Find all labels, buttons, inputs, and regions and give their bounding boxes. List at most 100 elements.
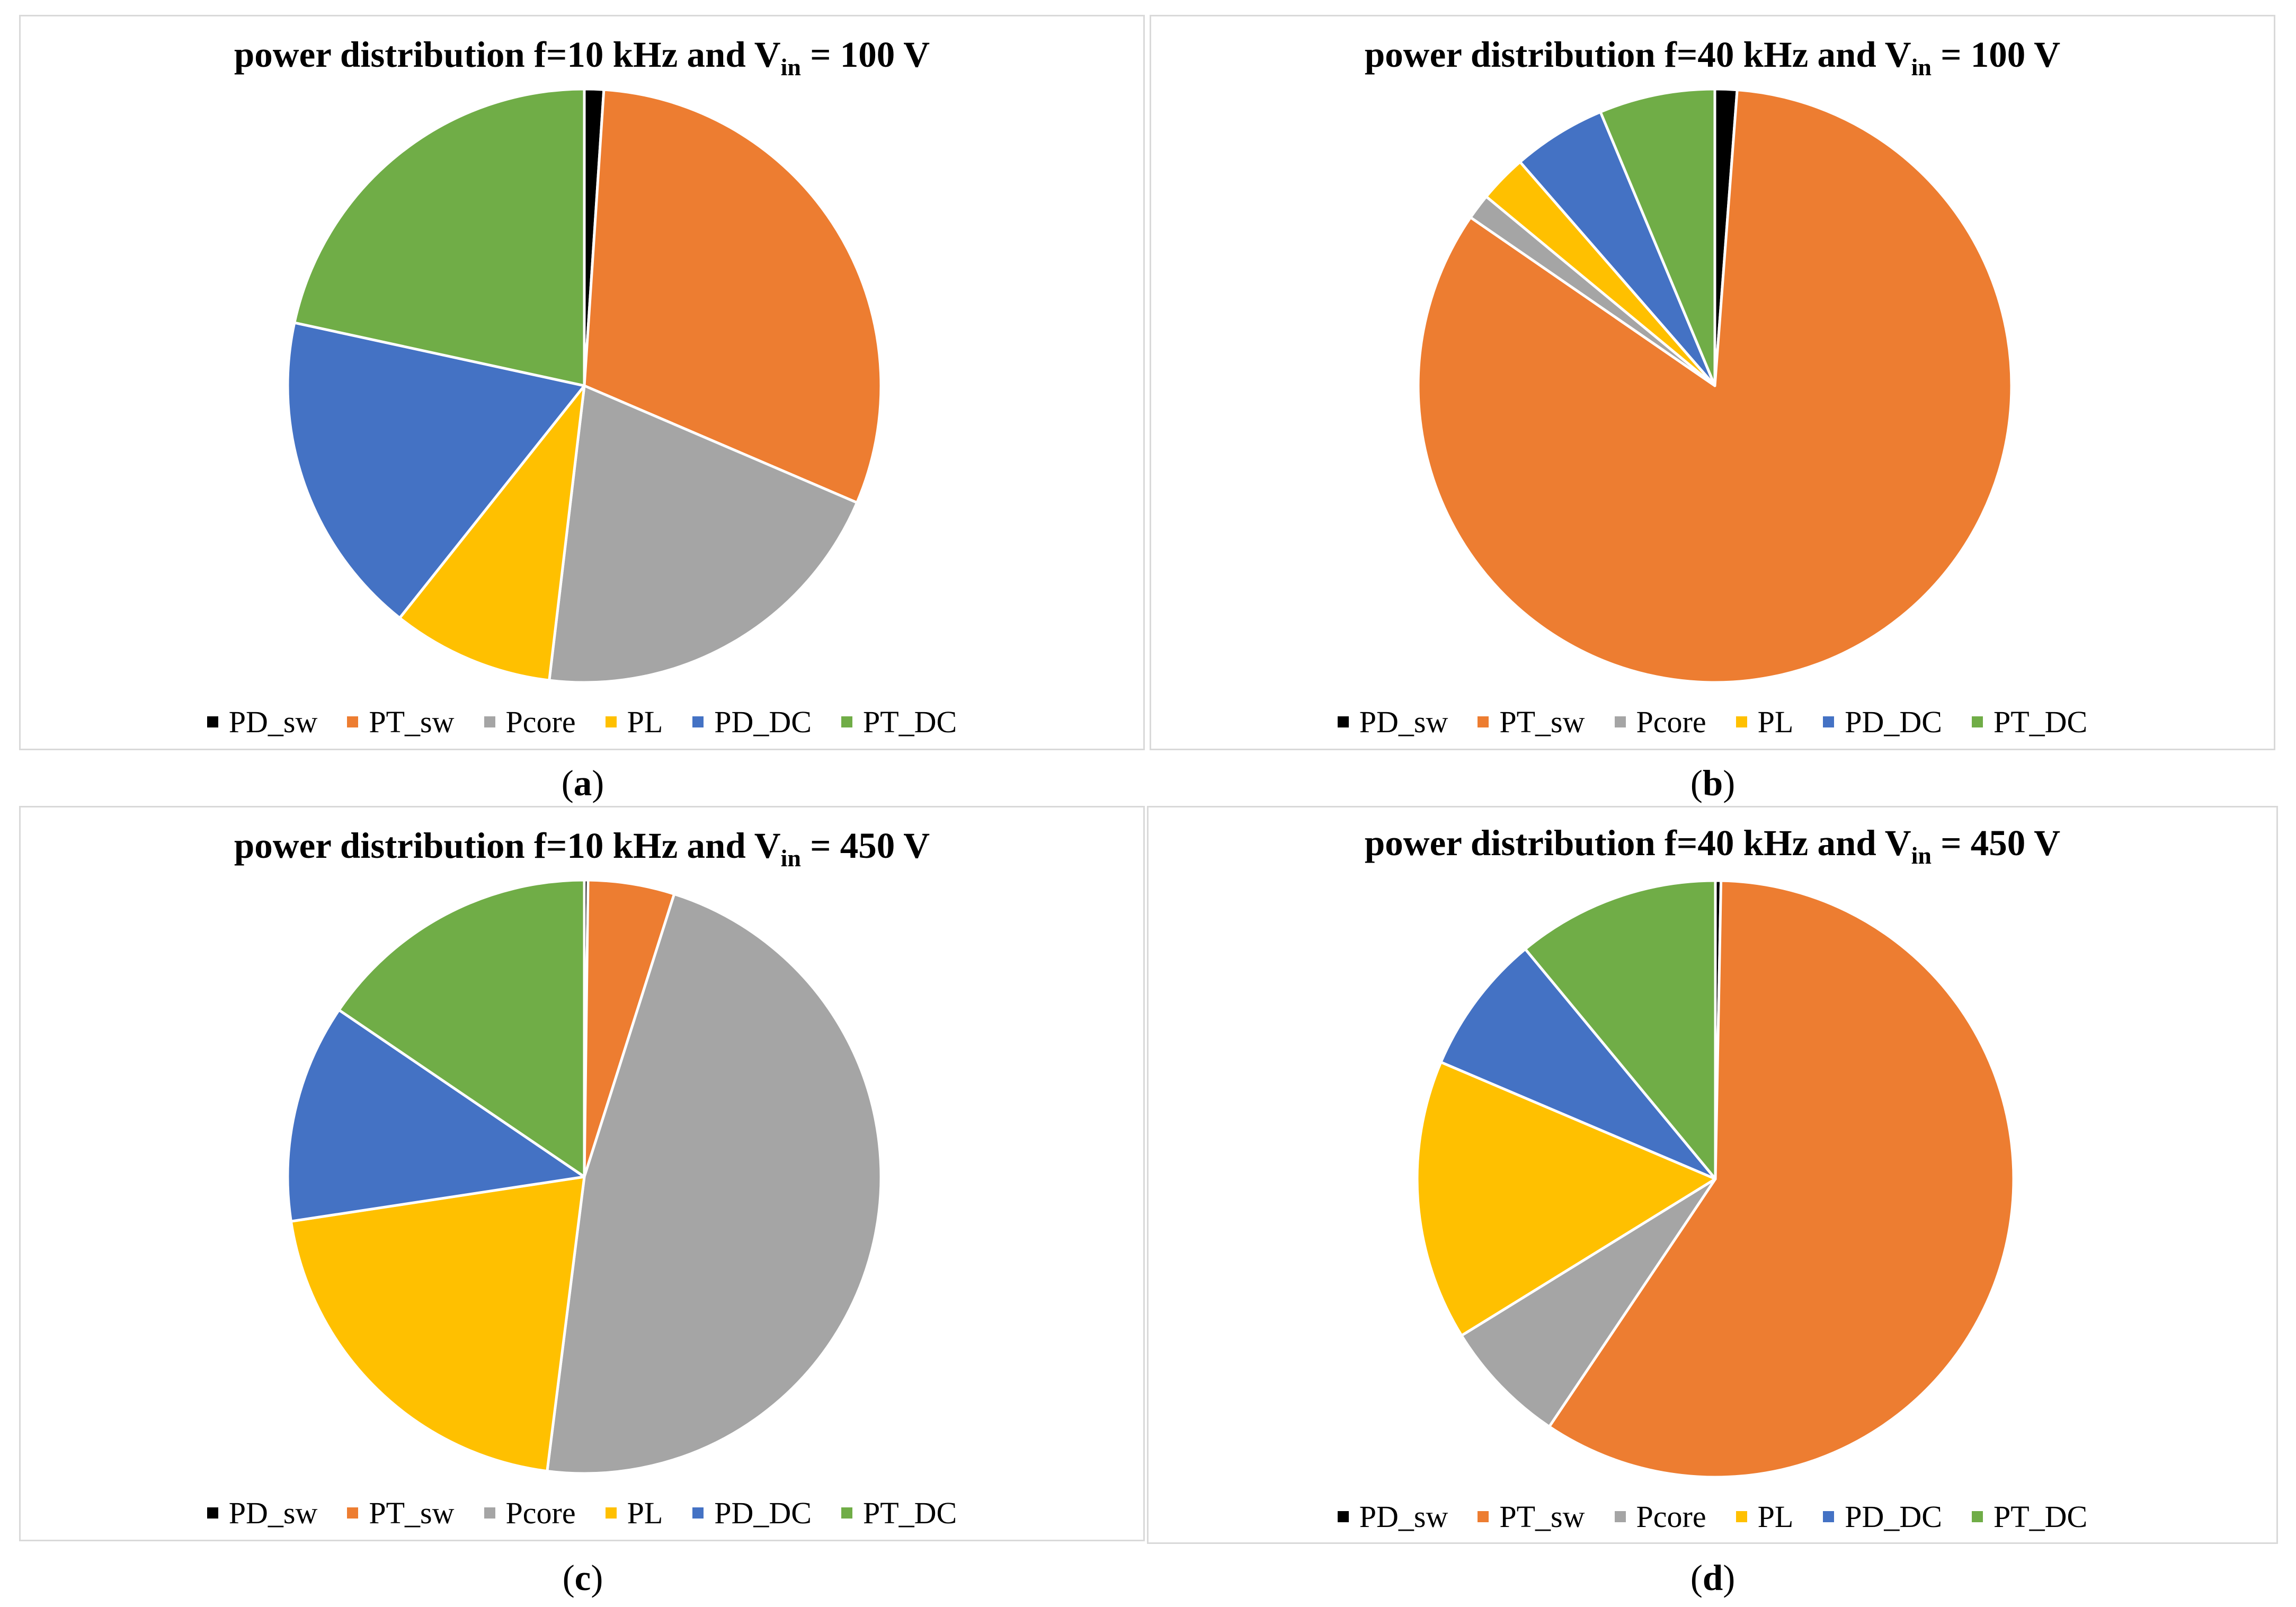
caption-d: (d) <box>1690 1558 1736 1598</box>
chart-title: power distribution f=40 kHz and Vin = 10… <box>1151 34 2274 79</box>
legend-item-pd-sw: PD_sw <box>207 704 318 740</box>
legend-item-pcore: Pcore <box>1614 1499 1706 1534</box>
legend-swatch <box>1614 716 1626 727</box>
legend-swatch <box>1823 1511 1835 1522</box>
chart-panel-d: power distribution f=40 kHz and Vin = 45… <box>1147 806 2278 1544</box>
legend-item-pl: PL <box>605 704 663 740</box>
legend-label: Pcore <box>1636 1499 1706 1534</box>
legend-label: PL <box>1757 705 1794 739</box>
legend-label: PD_sw <box>1359 705 1448 739</box>
legend-swatch <box>1337 716 1349 727</box>
title-text: power distribution f=40 kHz and V <box>1364 823 1911 863</box>
legend-item-pd-dc: PD_DC <box>692 704 812 740</box>
legend-item-pt-dc: PT_DC <box>1971 1499 2088 1534</box>
title-text: power distribution f=10 kHz and V <box>234 825 781 866</box>
legend-swatch <box>1971 716 1983 727</box>
legend: PD_sw PT_sw Pcore PL PD_DC PT_DC <box>21 1495 1143 1531</box>
legend: PD_sw PT_sw Pcore PL PD_DC PT_DC <box>21 704 1143 740</box>
pie-slice-pl <box>1416 1061 1717 1337</box>
legend-swatch <box>484 716 495 727</box>
legend-swatch <box>347 1507 359 1519</box>
legend-label: PD_sw <box>228 705 318 739</box>
legend-label: PD_DC <box>1845 705 1942 739</box>
legend-item-pt-dc: PT_DC <box>841 704 957 740</box>
legend-label: PD_DC <box>714 1496 812 1530</box>
legend-item-pl: PL <box>1736 704 1794 740</box>
pie-slice-pd-dc <box>1518 110 1716 387</box>
title-tail: = 100 V <box>1931 34 2061 75</box>
pie-slice-pcore <box>546 892 883 1475</box>
pie-slice-pcore <box>548 384 859 684</box>
pie-chart <box>286 878 883 1475</box>
pie-slice-pt-dc <box>1524 879 1717 1180</box>
legend-item-pd-dc: PD_DC <box>692 1495 812 1531</box>
legend-label: PT_sw <box>369 1496 455 1530</box>
chart-panel-c: power distribution f=10 kHz and Vin = 45… <box>19 806 1145 1541</box>
legend-swatch <box>1337 1511 1349 1522</box>
legend-swatch <box>605 716 617 727</box>
pie-slice-pl <box>289 1175 586 1473</box>
caption-b: (b) <box>1690 763 1736 803</box>
pie-slice-pt-sw <box>583 88 883 504</box>
legend-item-pt-sw: PT_sw <box>347 1495 455 1531</box>
legend-item-pt-dc: PT_DC <box>841 1495 957 1531</box>
legend-swatch <box>1478 716 1489 727</box>
legend-swatch <box>347 716 359 727</box>
legend-item-pt-sw: PT_sw <box>1478 704 1585 740</box>
legend-swatch <box>605 1507 617 1519</box>
chart-title: power distribution f=10 kHz and Vin = 45… <box>21 825 1143 871</box>
legend-label: PT_DC <box>1993 705 2088 739</box>
legend-item-pd-sw: PD_sw <box>1337 1499 1448 1534</box>
legend-item-pt-sw: PT_sw <box>347 704 455 740</box>
legend-item-pt-dc: PT_DC <box>1971 704 2088 740</box>
title-tail: = 450 V <box>800 825 930 866</box>
legend-swatch <box>484 1507 495 1519</box>
legend-item-pd-dc: PD_DC <box>1823 1499 1942 1534</box>
pie-slice-pl <box>398 384 586 682</box>
pie-slice-pcore <box>1460 1177 1717 1428</box>
pie-slice-pd-dc <box>286 321 586 619</box>
pie-slice-pt-sw <box>1547 879 2015 1479</box>
legend-item-pl: PL <box>605 1495 663 1531</box>
legend-item-pl: PL <box>1736 1499 1793 1534</box>
title-text: power distribution f=10 kHz and V <box>234 34 781 75</box>
title-subscript: in <box>780 54 801 81</box>
legend-label: PD_sw <box>1359 1499 1448 1534</box>
legend-item-pd-dc: PD_DC <box>1823 704 1942 740</box>
legend-swatch <box>841 716 852 727</box>
legend-swatch <box>1823 716 1835 727</box>
legend-swatch <box>207 1507 218 1519</box>
chart-panel-a: power distribution f=10 kHz and Vin = 10… <box>19 15 1145 750</box>
title-tail: = 450 V <box>1931 823 2061 863</box>
pie-slice-pd-dc <box>1439 947 1717 1180</box>
legend-label: PT_DC <box>1993 1499 2088 1534</box>
legend-item-pcore: Pcore <box>1614 704 1706 740</box>
legend-label: PT_sw <box>369 705 455 739</box>
legend-label: PT_sw <box>1499 1499 1585 1534</box>
legend-swatch <box>692 716 704 727</box>
pie-slice-pt-dc <box>337 878 586 1178</box>
legend-label: Pcore <box>505 1496 576 1530</box>
legend-item-pcore: Pcore <box>484 1495 576 1531</box>
pie-slice-pt-dc <box>1599 87 1716 387</box>
chart-panel-b: power distribution f=40 kHz and Vin = 10… <box>1150 15 2275 750</box>
title-subscript: in <box>780 845 801 872</box>
title-subscript: in <box>1911 842 1932 869</box>
legend-label: Pcore <box>505 705 576 739</box>
legend-swatch <box>1736 1511 1747 1522</box>
title-text: power distribution f=40 kHz and V <box>1364 34 1911 75</box>
legend-label: PL <box>627 705 663 739</box>
legend-item-pt-sw: PT_sw <box>1478 1499 1585 1534</box>
legend: PD_sw PT_sw Pcore PL PD_DC PT_DC <box>1149 1499 2276 1534</box>
legend-item-pd-sw: PD_sw <box>207 1495 317 1531</box>
legend-swatch <box>1736 716 1747 727</box>
pie-slice-pt-dc <box>293 87 586 387</box>
pie-chart <box>1416 879 2015 1479</box>
legend-item-pd-sw: PD_sw <box>1337 704 1448 740</box>
legend-label: PT_DC <box>862 1496 957 1530</box>
legend-item-pcore: Pcore <box>484 704 576 740</box>
pie-slice-pd-dc <box>286 1008 586 1223</box>
legend-swatch <box>207 716 218 727</box>
title-subscript: in <box>1911 54 1932 81</box>
legend-swatch <box>1614 1511 1626 1522</box>
